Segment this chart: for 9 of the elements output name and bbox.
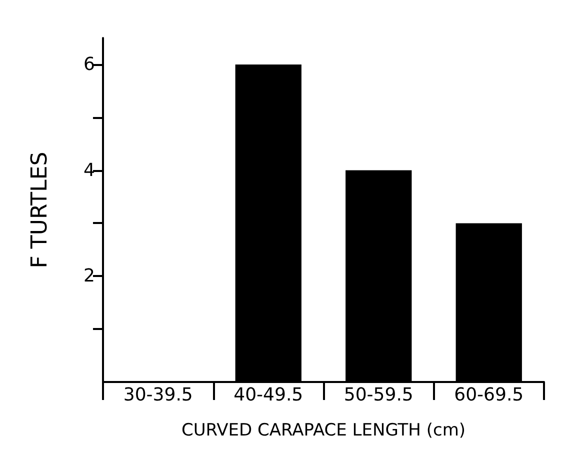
y-tick-label: 4 (84, 160, 95, 181)
y-tick-label: 2 (84, 266, 95, 287)
y-tick-label: 6 (84, 54, 95, 75)
x-tick-label: 50-59.5 (344, 384, 414, 406)
x-tick-label: 40-49.5 (234, 384, 304, 406)
x-tick-label: 30-39.5 (123, 384, 193, 406)
x-tick-label: 60-69.5 (454, 384, 524, 406)
x-axis-title: CURVED CARAPACE LENGTH (cm) (181, 420, 466, 440)
y-axis-title: F TURTLES (28, 152, 52, 268)
